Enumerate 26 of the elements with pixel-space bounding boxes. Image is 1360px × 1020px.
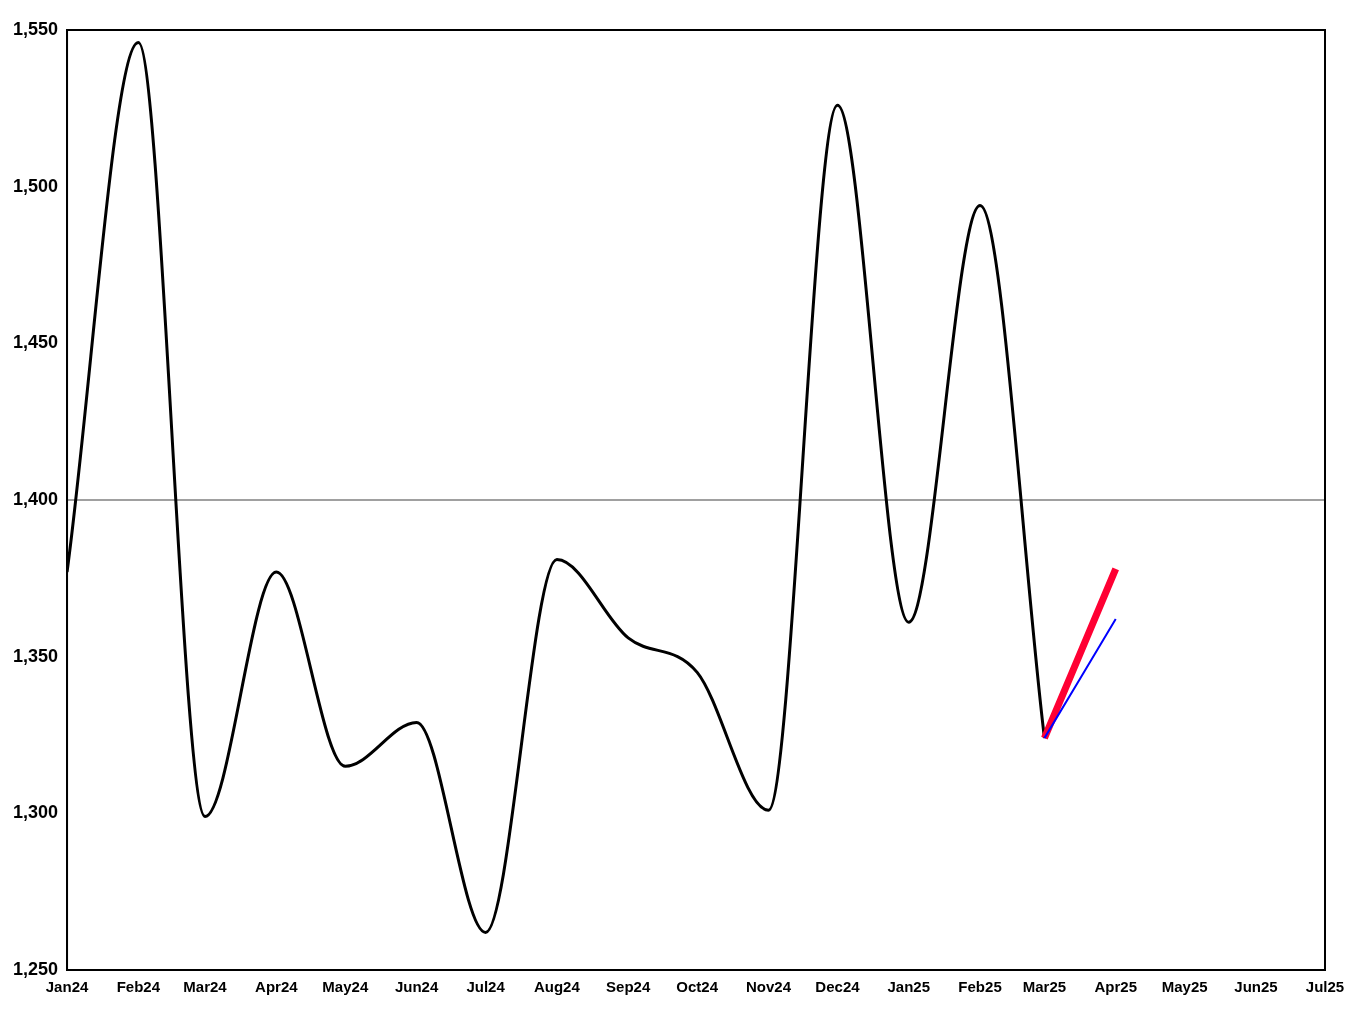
y-tick-label: 1,300 xyxy=(13,802,59,823)
x-tick-label: May24 xyxy=(322,978,369,996)
x-tick-label: Dec24 xyxy=(815,978,861,996)
y-tick-label: 1,250 xyxy=(13,958,59,979)
x-tick-label: Feb25 xyxy=(958,978,1002,996)
y-tick-label: 1,350 xyxy=(13,645,59,666)
x-tick-label: Apr25 xyxy=(1094,978,1137,996)
x-tick-label: Jan24 xyxy=(45,978,89,996)
x-tick-label: Feb24 xyxy=(116,978,161,996)
x-tick-label: Oct24 xyxy=(676,978,719,996)
x-tick-label: Sep24 xyxy=(606,978,651,996)
x-tick-label: Jul24 xyxy=(466,978,506,996)
y-tick-label: 1,400 xyxy=(13,488,59,509)
x-tick-label: Jun24 xyxy=(394,978,439,996)
y-tick-label: 1,500 xyxy=(13,175,59,196)
x-tick-label: Nov24 xyxy=(745,978,792,996)
x-tick-label: Jun25 xyxy=(1234,978,1278,996)
y-tick-label: 1,550 xyxy=(13,18,59,39)
x-tick-label: Apr24 xyxy=(255,978,299,996)
y-tick-label: 1,450 xyxy=(13,332,59,353)
x-tick-label: Mar25 xyxy=(1022,978,1067,996)
x-tick-label: Jan25 xyxy=(887,978,931,996)
x-tick-label: Mar24 xyxy=(183,978,228,996)
x-tick-label: Aug24 xyxy=(533,978,581,996)
x-tick-label: Jul25 xyxy=(1305,978,1345,996)
x-tick-label: May25 xyxy=(1161,978,1208,996)
